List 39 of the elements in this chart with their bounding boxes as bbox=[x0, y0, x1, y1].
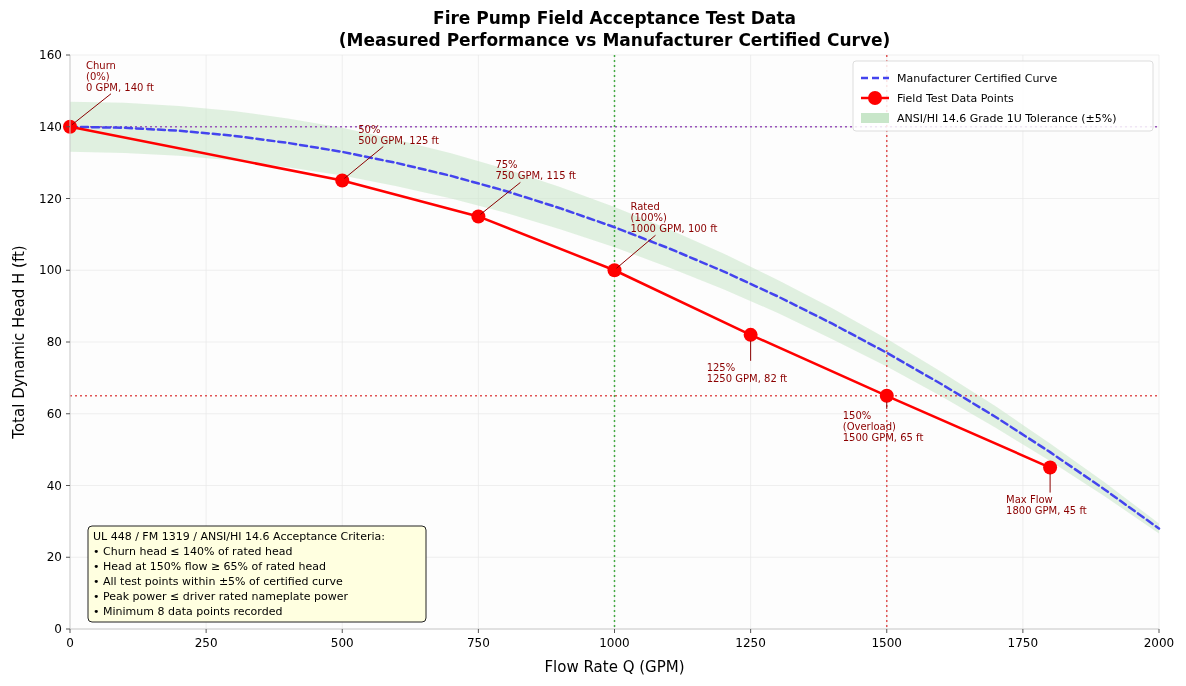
chart-title: Fire Pump Field Acceptance Test Data bbox=[433, 8, 796, 28]
x-tick-label: 0 bbox=[66, 636, 74, 650]
y-tick-label: 120 bbox=[39, 191, 62, 206]
x-tick-label: 1750 bbox=[1007, 636, 1039, 650]
y-tick-label: 0 bbox=[54, 622, 62, 636]
y-tick-label: 40 bbox=[46, 478, 62, 493]
annotation: Churn (0%) 0 GPM, 140 ft bbox=[86, 59, 154, 93]
point bbox=[471, 209, 486, 224]
x-tick-label: 1250 bbox=[735, 636, 766, 650]
x-tick-label: 2000 bbox=[1143, 636, 1175, 650]
x-axis-title: Flow Rate Q (GPM) bbox=[544, 658, 685, 676]
annotation: 150% (Overload) 1500 GPM, 65 ft bbox=[842, 409, 924, 443]
point bbox=[879, 388, 894, 403]
y-tick-label: 140 bbox=[39, 119, 62, 134]
x-tick-label: 250 bbox=[194, 636, 218, 650]
y-axis-title: Total Dynamic Head H (ft) bbox=[10, 245, 28, 440]
y-tick-label: 160 bbox=[39, 48, 62, 62]
annotation: Max Flow 1800 GPM, 45 ft bbox=[1006, 493, 1087, 516]
annotation: 125% 1250 GPM, 82 ft bbox=[706, 361, 788, 384]
x-tick-label: 1000 bbox=[599, 636, 630, 650]
x-tick-label: 750 bbox=[466, 636, 490, 650]
legend-label: Manufacturer Certified Curve bbox=[897, 72, 1058, 85]
point bbox=[1043, 460, 1058, 475]
legend-label: Field Test Data Points bbox=[897, 92, 1015, 105]
y-tick-label: 20 bbox=[46, 550, 62, 565]
y-tick-label: 60 bbox=[46, 406, 62, 421]
x-tick-label: 500 bbox=[330, 636, 354, 650]
annotation: 75% 750 GPM, 115 ft bbox=[495, 159, 577, 182]
point bbox=[743, 327, 758, 342]
chart-subtitle: (Measured Performance vs Manufacturer Certified Curve) bbox=[338, 30, 891, 50]
annotation: Rated (100%) 1000 GPM, 100 ft bbox=[630, 201, 718, 235]
y-tick-label: 80 bbox=[46, 335, 62, 349]
point bbox=[335, 173, 350, 188]
legend-label: ANSI/HI 14.6 Grade 1U Tolerance (±5%) bbox=[897, 112, 1117, 125]
y-tick-label: 100 bbox=[39, 263, 62, 278]
annotation: UL 448 / FM 1319 / ANSI/HI 14.6 Acceptance Criteria: • Churn head ≤ 140% of rated head • Head at 150% flow ≥ 65% of rated head • All test points within ±5% of certified curve • Peak power ≤ driver rated nameplate power • Minimum 8 data points recorded bbox=[93, 530, 385, 618]
point bbox=[607, 263, 622, 278]
annotation: 50% 500 GPM, 125 ft bbox=[358, 123, 439, 146]
x-tick-label: 1500 bbox=[871, 636, 903, 650]
